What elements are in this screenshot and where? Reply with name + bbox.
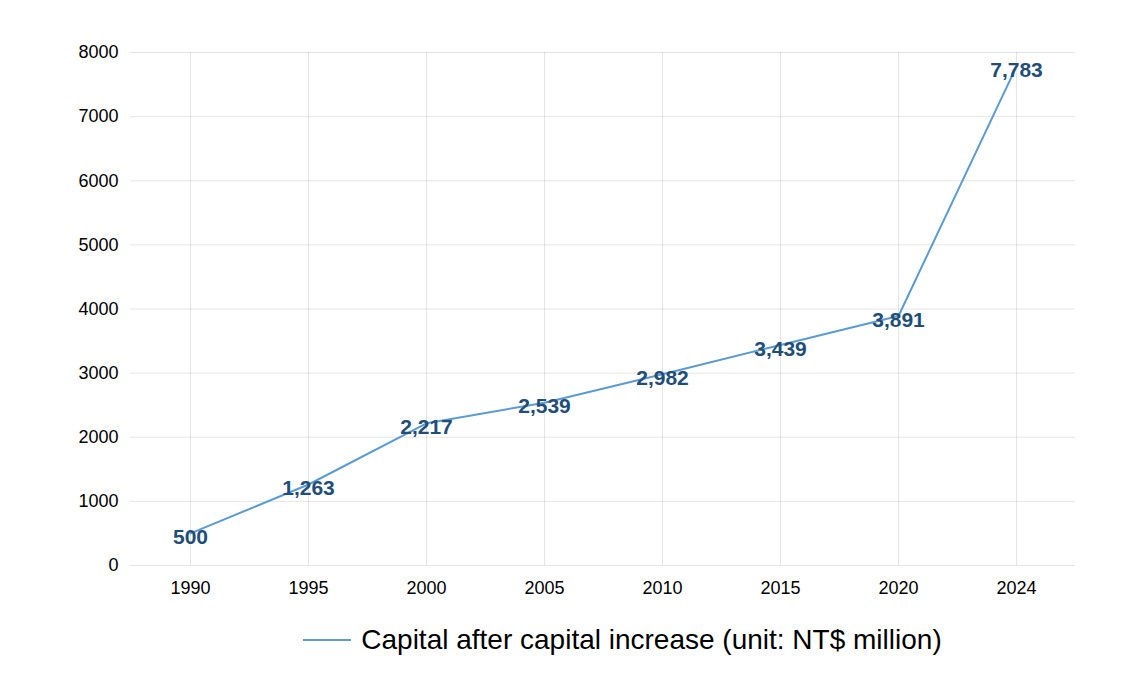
svg-text:500: 500 bbox=[173, 525, 208, 548]
svg-text:3000: 3000 bbox=[78, 363, 118, 383]
svg-text:1,263: 1,263 bbox=[282, 476, 335, 499]
svg-text:2024: 2024 bbox=[996, 578, 1036, 598]
svg-text:5000: 5000 bbox=[78, 235, 118, 255]
html-text:Capital after capital increase: Capital after capital increase (unit: NT… bbox=[361, 624, 942, 655]
svg-text:1995: 1995 bbox=[288, 578, 328, 598]
svg-text:2000: 2000 bbox=[78, 427, 118, 447]
svg-text:7000: 7000 bbox=[78, 106, 118, 126]
svg-text:2010: 2010 bbox=[642, 578, 682, 598]
svg-text:3,891: 3,891 bbox=[872, 308, 925, 331]
svg-text:2,217: 2,217 bbox=[400, 415, 453, 438]
svg-text:3,439: 3,439 bbox=[754, 337, 807, 360]
svg-text:4000: 4000 bbox=[78, 299, 118, 319]
svg-text:2000: 2000 bbox=[406, 578, 446, 598]
svg-text:1000: 1000 bbox=[78, 491, 118, 511]
svg-text:2020: 2020 bbox=[878, 578, 918, 598]
svg-text:8000: 8000 bbox=[78, 42, 118, 62]
svg-text:2,539: 2,539 bbox=[518, 394, 571, 417]
svg-text:0: 0 bbox=[108, 555, 118, 575]
svg-text:1990: 1990 bbox=[170, 578, 210, 598]
svg-text:2015: 2015 bbox=[760, 578, 800, 598]
svg-text:2005: 2005 bbox=[524, 578, 564, 598]
svg-text:7,783: 7,783 bbox=[990, 58, 1043, 81]
svg-text:6000: 6000 bbox=[78, 171, 118, 191]
svg-text:2,982: 2,982 bbox=[636, 366, 689, 389]
